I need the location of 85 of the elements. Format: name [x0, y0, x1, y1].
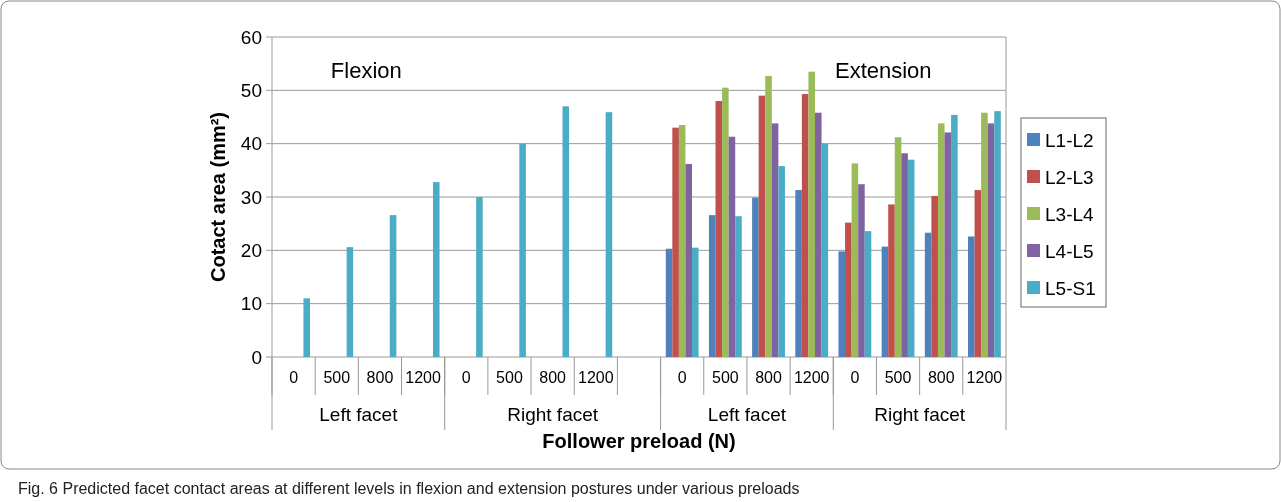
bar [389, 215, 397, 357]
bar [432, 182, 440, 357]
bar [605, 112, 613, 357]
bar [864, 231, 872, 357]
bar [821, 143, 829, 357]
bar [685, 163, 693, 357]
annotation: Extension [834, 58, 932, 83]
x-tick-label: 800 [755, 369, 782, 386]
x-tick-label: 1200 [405, 369, 442, 386]
bar [814, 112, 822, 357]
bar [968, 236, 975, 357]
x-tick-label: 800 [539, 369, 567, 386]
x-tick-label: 500 [884, 369, 912, 386]
annotation: Flexion [330, 58, 402, 83]
text: Right facet [507, 404, 599, 425]
y-axis-title: Cotact area (mm²) [207, 111, 229, 283]
bar [752, 197, 759, 357]
bar [346, 247, 354, 357]
x-tick-label: 0 [850, 369, 860, 386]
x-tick-label: 0 [461, 369, 471, 386]
y-tick-label: 20 [240, 239, 262, 261]
text: Left facet [707, 404, 787, 425]
text: Right facet [874, 404, 966, 425]
bar [858, 184, 865, 357]
y-tick-label: 40 [240, 133, 262, 155]
x-tick-label: 1200 [578, 369, 614, 386]
x-tick-label: 1200 [793, 369, 830, 386]
bar [924, 232, 932, 357]
x-tick-label: 500 [712, 369, 739, 386]
bar [735, 216, 742, 357]
x-tick-label: 500 [323, 369, 351, 386]
legend-label: L4-L5 [1045, 240, 1094, 262]
x-tick-label: 1200 [966, 369, 1003, 386]
y-tick-label: 30 [240, 186, 262, 208]
bar [838, 251, 846, 357]
bar [303, 298, 310, 357]
bar [765, 75, 772, 357]
bar [907, 159, 915, 357]
bar [758, 95, 766, 357]
y-tick-label: 10 [240, 293, 262, 315]
x-tick-label: 500 [496, 369, 523, 386]
bar [944, 132, 952, 357]
bar [672, 127, 679, 357]
legend-label: L2-L3 [1045, 166, 1094, 188]
legend-label: L3-L4 [1045, 203, 1095, 225]
bar [894, 137, 902, 357]
x-tick-label: 800 [366, 369, 394, 386]
bar [519, 143, 526, 357]
bar [994, 111, 1001, 357]
bar [722, 87, 729, 357]
bar [728, 136, 736, 357]
legend-label: L1-L2 [1045, 129, 1094, 151]
y-tick-label: 0 [251, 346, 262, 368]
text: Left facet [319, 404, 399, 425]
bar [801, 94, 809, 357]
bar [715, 101, 723, 357]
bar [931, 195, 938, 357]
bar [808, 71, 815, 357]
bar [937, 123, 945, 357]
bar [708, 215, 716, 357]
bar [562, 106, 570, 357]
bar [692, 247, 699, 357]
bar [951, 114, 958, 357]
bar [778, 166, 785, 357]
y-tick-label: 50 [240, 79, 262, 101]
bar [974, 190, 982, 357]
caption: Fig. 6 Predicted facet contact areas at different levels in flexion and extension postures under various preloads [18, 480, 800, 497]
y-tick-label: 60 [240, 26, 262, 48]
bar [888, 204, 895, 357]
x-axis-title: Follower preload (N) [542, 430, 736, 452]
bar [795, 190, 802, 357]
bar [901, 153, 908, 357]
bar [665, 248, 673, 357]
x-tick-label: 0 [289, 369, 299, 386]
bar [845, 222, 852, 357]
x-tick-label: 0 [677, 369, 687, 386]
bar [771, 123, 779, 357]
bar [987, 123, 995, 357]
bar [851, 163, 859, 357]
x-tick-label: 800 [927, 369, 955, 386]
legend-label: L5-S1 [1045, 277, 1096, 299]
bar [981, 112, 988, 357]
bar [678, 125, 686, 357]
bar [476, 197, 483, 357]
bar [881, 246, 889, 357]
